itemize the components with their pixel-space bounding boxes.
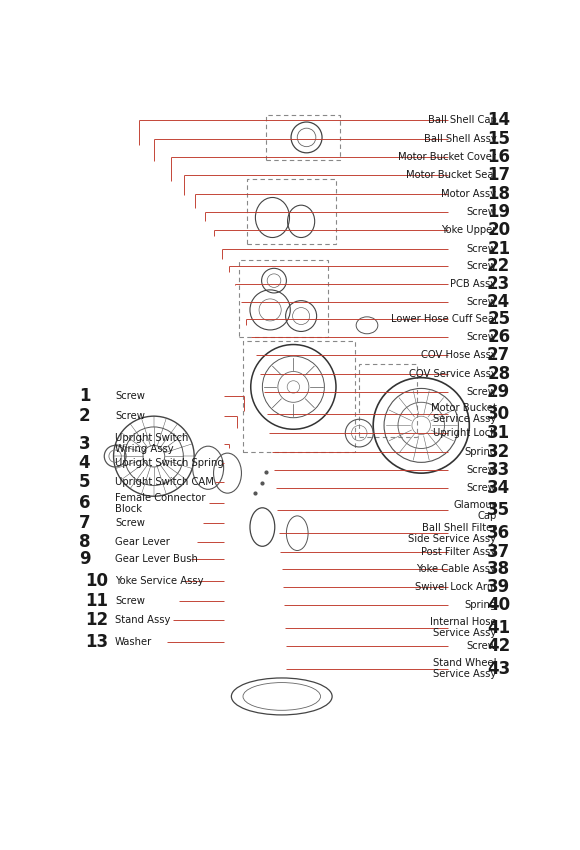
Text: Ball Shell Cap: Ball Shell Cap (427, 116, 496, 125)
Text: Screw: Screw (466, 207, 496, 217)
Text: 20: 20 (487, 221, 510, 240)
Text: Screw: Screw (466, 387, 496, 397)
Text: 26: 26 (487, 328, 510, 346)
Text: Upright Switch Spring: Upright Switch Spring (115, 457, 224, 468)
Text: 35: 35 (487, 502, 510, 519)
Text: Spring: Spring (464, 446, 496, 456)
Text: 12: 12 (85, 611, 108, 629)
Text: 37: 37 (487, 542, 510, 561)
Text: 31: 31 (487, 424, 510, 442)
Text: Gear Lever: Gear Lever (115, 537, 170, 547)
Text: 17: 17 (487, 167, 510, 184)
Text: Yoke Cable Assy: Yoke Cable Assy (416, 564, 496, 575)
Text: 24: 24 (487, 292, 510, 310)
Text: Screw: Screw (466, 244, 496, 253)
Text: 3: 3 (79, 434, 90, 453)
Text: 4: 4 (79, 454, 90, 472)
Text: 33: 33 (487, 461, 510, 479)
Text: 43: 43 (487, 660, 510, 677)
Text: 22: 22 (487, 257, 510, 275)
Text: Screw: Screw (466, 483, 496, 493)
Text: Screw: Screw (115, 411, 145, 421)
Text: Screw: Screw (466, 297, 496, 307)
Text: 2: 2 (79, 407, 90, 425)
Text: Stand Assy: Stand Assy (115, 615, 171, 626)
Text: Upright Switch
Wiring Assy: Upright Switch Wiring Assy (115, 433, 188, 454)
Text: Motor Bucket
Service Assy: Motor Bucket Service Assy (430, 403, 496, 424)
Text: 25: 25 (487, 310, 510, 328)
Text: Upright Switch CAM: Upright Switch CAM (115, 477, 214, 486)
Text: 1: 1 (79, 387, 90, 405)
Text: 15: 15 (487, 130, 510, 148)
Text: Lower Hose Cuff Seal: Lower Hose Cuff Seal (390, 314, 496, 325)
Text: 14: 14 (487, 111, 510, 129)
Text: 40: 40 (487, 597, 510, 615)
Text: Screw: Screw (466, 332, 496, 342)
Text: Screw: Screw (466, 261, 496, 270)
Text: Spring: Spring (464, 600, 496, 610)
Text: Gear Lever Bush: Gear Lever Bush (115, 554, 198, 564)
Text: Screw: Screw (466, 465, 496, 475)
Text: Female Connector
Block: Female Connector Block (115, 493, 206, 513)
Text: 6: 6 (79, 494, 90, 513)
Text: 41: 41 (487, 619, 510, 637)
Text: COV Hose Assy: COV Hose Assy (420, 350, 496, 360)
Text: 34: 34 (487, 479, 510, 497)
Text: COV Service Assy: COV Service Assy (409, 369, 496, 378)
Text: Internal Hose
Service Assy: Internal Hose Service Assy (430, 617, 496, 638)
Text: Screw: Screw (115, 518, 145, 529)
Text: 28: 28 (487, 365, 510, 382)
Text: Motor Bucket Cover: Motor Bucket Cover (398, 152, 496, 162)
Text: Glamour
Cap: Glamour Cap (454, 500, 496, 521)
Text: 27: 27 (487, 346, 510, 365)
Text: Yoke Service Assy: Yoke Service Assy (115, 576, 204, 586)
Text: 42: 42 (487, 637, 510, 654)
Text: Screw: Screw (115, 391, 145, 401)
Text: 39: 39 (487, 578, 510, 596)
Text: 11: 11 (85, 592, 108, 609)
Text: Swivel Lock Arm: Swivel Lock Arm (415, 582, 496, 592)
Text: 38: 38 (487, 560, 510, 578)
Text: 8: 8 (79, 533, 90, 551)
Text: PCB Assy: PCB Assy (450, 279, 496, 289)
Text: Upright Lock: Upright Lock (433, 428, 496, 439)
Text: 9: 9 (79, 551, 90, 569)
Text: 5: 5 (79, 473, 90, 490)
Text: 19: 19 (487, 203, 510, 221)
Text: 32: 32 (487, 443, 510, 461)
Text: Motor Assy: Motor Assy (441, 189, 496, 199)
Text: 10: 10 (85, 572, 108, 590)
Text: 23: 23 (487, 275, 510, 293)
Text: 30: 30 (487, 405, 510, 422)
Text: 18: 18 (487, 184, 510, 202)
Text: Ball Shell Assy: Ball Shell Assy (423, 133, 496, 144)
Text: 7: 7 (79, 514, 90, 532)
Text: 36: 36 (487, 524, 510, 542)
Text: Ball Shell Filter
Side Service Assy: Ball Shell Filter Side Service Assy (408, 523, 496, 544)
Text: 21: 21 (487, 240, 510, 258)
Text: 16: 16 (487, 148, 510, 166)
Text: Motor Bucket Seal: Motor Bucket Seal (406, 170, 496, 180)
Text: Post Filter Assy: Post Filter Assy (421, 547, 496, 557)
Text: 13: 13 (85, 633, 108, 651)
Text: Stand Wheel
Service Assy: Stand Wheel Service Assy (433, 658, 496, 679)
Text: Screw: Screw (115, 596, 145, 606)
Text: Washer: Washer (115, 637, 153, 647)
Text: Screw: Screw (466, 641, 496, 651)
Text: Yoke Upper: Yoke Upper (441, 225, 496, 235)
Text: 29: 29 (487, 383, 510, 401)
